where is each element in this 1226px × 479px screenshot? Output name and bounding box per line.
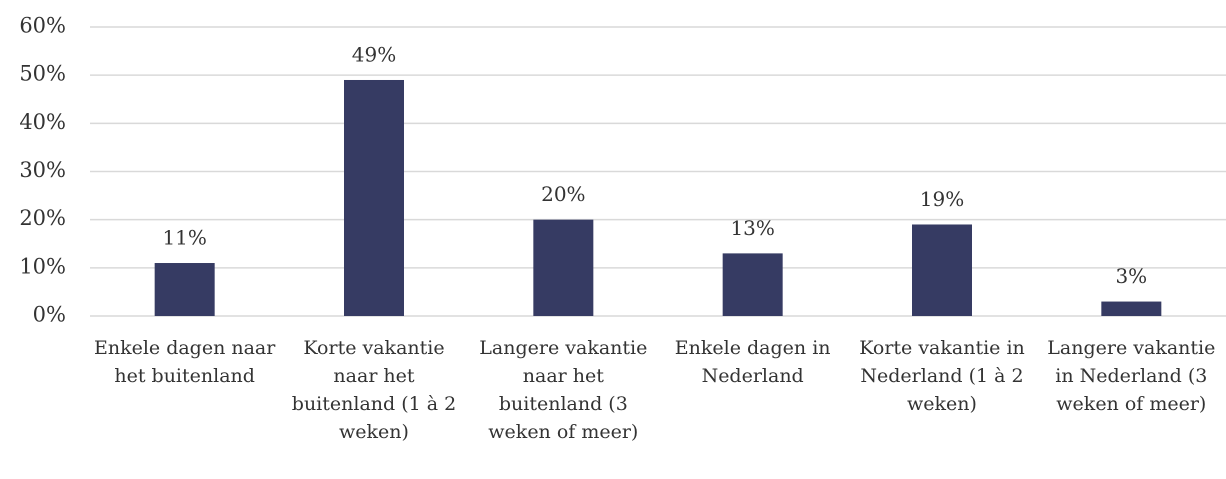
x-tick-label: Enkele dagen in Nederland — [674, 337, 831, 387]
bar — [533, 219, 594, 316]
y-tick-label: 40% — [19, 110, 66, 134]
data-label: 3% — [1115, 264, 1147, 288]
x-tick-label: Korte vakantie naar het buitenland (1 à … — [291, 337, 457, 443]
y-tick-label: 30% — [19, 158, 66, 182]
bar — [1101, 301, 1162, 316]
data-label: 49% — [352, 42, 396, 66]
y-tick-label: 60% — [19, 14, 66, 38]
y-tick-label: 0% — [33, 303, 66, 327]
data-label: 13% — [730, 216, 774, 240]
bar — [722, 253, 783, 316]
y-tick-label: 50% — [19, 62, 66, 86]
x-tick-label: Langere vakantie naar het buitenland (3 … — [479, 337, 648, 443]
bar — [912, 224, 972, 316]
x-tick-label: Langere vakantie in Nederland (3 weken o… — [1047, 337, 1216, 415]
x-tick-label: Korte vakantie in Nederland (1 à 2 weken… — [859, 337, 1025, 415]
data-label: 11% — [162, 226, 206, 250]
x-tick-label: Enkele dagen naar het buitenland — [93, 337, 276, 387]
y-tick-label: 10% — [19, 254, 66, 278]
data-label: 19% — [920, 187, 964, 211]
bar — [344, 79, 404, 316]
bar — [154, 263, 215, 316]
y-tick-label: 20% — [19, 206, 66, 230]
data-label: 20% — [541, 182, 585, 206]
